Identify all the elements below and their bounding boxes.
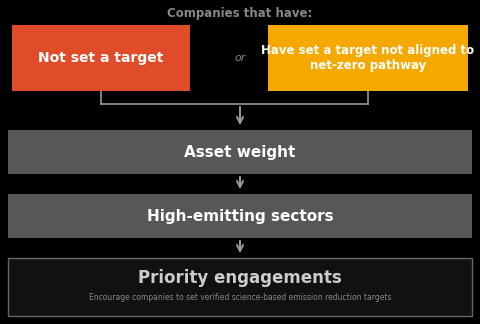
Text: High-emitting sectors: High-emitting sectors	[147, 209, 333, 224]
Bar	[8, 258, 472, 316]
Text: Asset weight: Asset weight	[184, 145, 296, 159]
Bar	[8, 194, 472, 238]
Text: or: or	[234, 53, 246, 63]
Text: Companies that have:: Companies that have:	[168, 6, 312, 19]
Bar	[268, 25, 468, 91]
Bar	[12, 25, 190, 91]
Text: Have set a target not aligned to
net-zero pathway: Have set a target not aligned to net-zer…	[262, 44, 475, 72]
Text: Encourage companies to set verified science-based emission reduction targets: Encourage companies to set verified scie…	[89, 294, 391, 303]
Bar	[8, 130, 472, 174]
Text: Not set a target: Not set a target	[38, 51, 164, 65]
Text: Priority engagements: Priority engagements	[138, 269, 342, 287]
